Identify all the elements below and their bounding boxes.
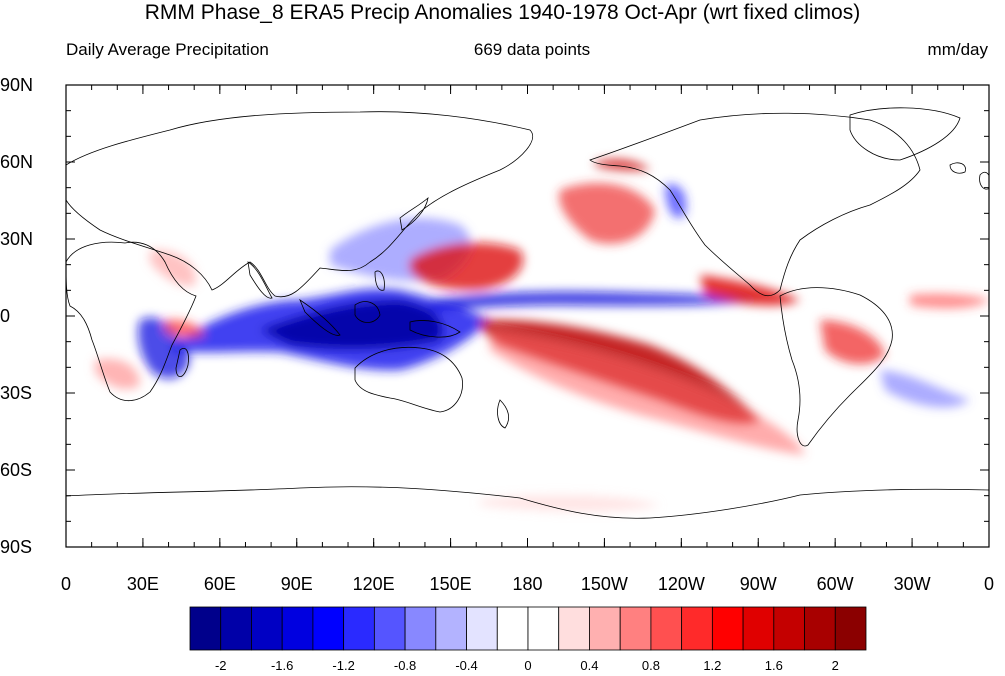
colorbar-tick-10: 2 [831, 658, 839, 673]
lat-label-30n: 30N [0, 229, 34, 249]
colorbar-box-13 [589, 606, 621, 651]
colorbar-box-4 [312, 606, 345, 651]
colorbar-tick-9: 1.6 [764, 658, 783, 673]
negative-anomaly-south-atlantic [880, 370, 970, 408]
positive-anomaly-eastern-tropical-pacific [700, 275, 800, 306]
data-points-subtitle: 669 data points [473, 40, 591, 59]
units-subtitle: mm/day [927, 40, 988, 59]
colorbar-box-8 [435, 606, 467, 651]
positive-anomaly-arabia [150, 249, 196, 286]
lon-label-7: 150W [580, 574, 628, 594]
colorbar-tick-8: 1.2 [703, 658, 722, 673]
negative-anomaly-pacific-itcz [430, 291, 760, 310]
coastline-north-america [589, 112, 921, 297]
lon-label-1: 30E [126, 574, 159, 594]
lon-label-10: 60W [816, 574, 854, 594]
negative-anomaly-north-america [665, 184, 687, 219]
colorbar-box-17 [711, 606, 744, 651]
coastline-antarctica [66, 486, 989, 519]
lon-label-0: 0 [60, 574, 72, 594]
colorbar-tick-7: 0.8 [641, 658, 660, 673]
colorbar-box-5 [343, 606, 375, 651]
coastline-eurasia [66, 111, 533, 298]
coastline-philippines [374, 270, 385, 291]
positive-anomaly-northeast-pacific [559, 182, 655, 244]
lon-label-5: 150E [429, 574, 472, 594]
lon-label-8: 120W [657, 574, 705, 594]
variable-subtitle: Daily Average Precipitation [66, 40, 269, 59]
coastlines [66, 107, 989, 519]
lat-label-90n: 90N [0, 75, 34, 95]
colorbar-box-20 [804, 606, 836, 651]
positive-anomaly-indian-ocean [165, 319, 205, 338]
positive-anomaly-south-pacific-outer [490, 330, 805, 455]
axis-ticks [65, 84, 990, 548]
coastline-madagascar [175, 348, 189, 378]
negative-anomaly-maritime-core [260, 300, 443, 350]
map-title: RMM Phase_8 ERA5 Precip Anomalies 1940-1… [144, 1, 861, 24]
lon-label-11: 30W [893, 574, 931, 594]
lon-label-3: 90E [280, 574, 313, 594]
lon-label-12: 0 [983, 574, 995, 594]
lon-label-2: 60E [203, 574, 236, 594]
lon-label-4: 120E [352, 574, 395, 594]
colorbar-box-6 [373, 606, 406, 651]
lat-label-30s: 30S [0, 383, 33, 403]
colorbar-tick-4: -0.4 [455, 658, 478, 673]
colorbar-box-3 [281, 606, 314, 651]
positive-anomaly-alaska-coast [595, 159, 650, 171]
colorbar-tick-6: 0.4 [580, 658, 599, 673]
colorbar-box-19 [773, 606, 805, 651]
coastline-india [247, 261, 273, 299]
coastline-iceland [949, 162, 966, 174]
colorbar-tick-2: -1.2 [332, 658, 355, 673]
colorbar-tick-3: -0.8 [393, 658, 417, 673]
colorbar-box-10 [496, 606, 529, 651]
colorbar-box-16 [681, 606, 713, 651]
coastline-greenland [849, 107, 961, 161]
colorbar-box-1 [220, 606, 252, 651]
coastline-australia [354, 346, 463, 413]
coastline-british-isles [979, 171, 989, 190]
colorbar-box-15 [650, 606, 683, 651]
coastline-japan [399, 196, 429, 231]
lat-label-60s: 60S [0, 460, 33, 480]
coastline-sumatra [299, 298, 341, 336]
positive-anomaly-atlantic [910, 293, 989, 309]
colorbar-box-12 [558, 606, 590, 651]
colorbar-box-11 [527, 606, 560, 651]
positive-anomaly-south-america [820, 320, 885, 365]
lat-label-0: 0 [0, 306, 11, 326]
coastline-new-zealand [497, 399, 510, 429]
lat-label-60n: 60N [0, 152, 34, 172]
lon-label-6: 180 [512, 574, 543, 594]
colorbar-tick-0: -2 [214, 658, 227, 673]
colorbar-box-7 [404, 606, 437, 651]
colorbar-box-0 [189, 606, 222, 651]
lon-label-9: 90W [739, 574, 777, 594]
coastline-new-guinea [409, 320, 461, 338]
coastline-borneo [354, 301, 381, 323]
colorbar-box-9 [466, 606, 498, 651]
coastline-africa [66, 241, 197, 402]
colorbar-box-14 [619, 606, 652, 651]
colorbar-box-2 [251, 606, 283, 651]
colorbar-tick-1: -1.6 [270, 658, 294, 673]
colorbar-box-18 [742, 606, 775, 651]
colorbar-box-21 [834, 606, 867, 651]
colorbar-tick-5: 0 [524, 658, 532, 673]
coastline-south-america [779, 287, 893, 447]
positive-anomaly-north-pacific [410, 242, 524, 291]
lat-label-90s: 90S [0, 537, 33, 557]
